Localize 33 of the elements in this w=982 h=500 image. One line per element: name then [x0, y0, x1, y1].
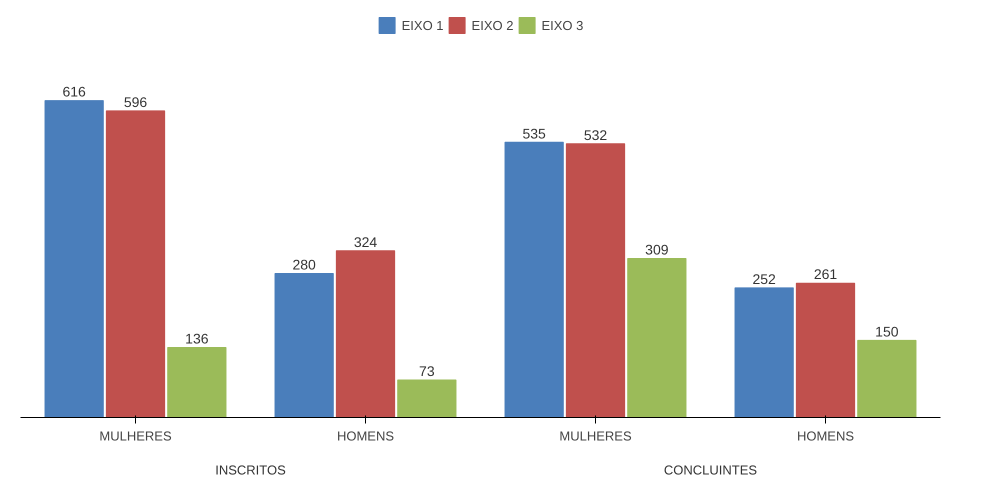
bar — [734, 287, 794, 418]
x-tick-label: MULHERES — [559, 428, 632, 444]
bar — [566, 143, 626, 418]
data-label: 150 — [875, 323, 899, 340]
data-label: 532 — [584, 126, 608, 143]
x-tick-label: HOMENS — [336, 428, 394, 444]
bar — [857, 340, 916, 418]
data-label: 261 — [814, 266, 838, 282]
data-label: 616 — [62, 84, 86, 100]
bar — [274, 272, 334, 418]
text: INSCRITOS — [215, 462, 286, 478]
bar — [336, 250, 396, 418]
bar — [397, 379, 456, 418]
bar — [106, 110, 166, 418]
bar — [796, 282, 856, 418]
data-label: 73 — [419, 362, 435, 379]
data-label: 280 — [292, 256, 316, 272]
bar — [167, 347, 226, 418]
bar — [44, 100, 104, 418]
data-label: 252 — [752, 270, 776, 287]
data-label: 596 — [124, 94, 148, 110]
bar — [627, 258, 686, 418]
legend-label: EIXO 3 — [541, 18, 584, 32]
legend-label: EIXO 2 — [472, 18, 514, 32]
bar — [504, 142, 564, 418]
legend-label: EIXO 1 — [402, 18, 444, 32]
x-tick-label: MULHERES — [99, 428, 172, 444]
data-label: 535 — [522, 125, 546, 142]
data-label: 324 — [354, 234, 378, 250]
text: CONCLUINTES — [664, 462, 758, 478]
data-label: 136 — [185, 330, 209, 347]
x-tick-label: HOMENS — [796, 428, 854, 444]
data-label: 309 — [645, 242, 669, 258]
